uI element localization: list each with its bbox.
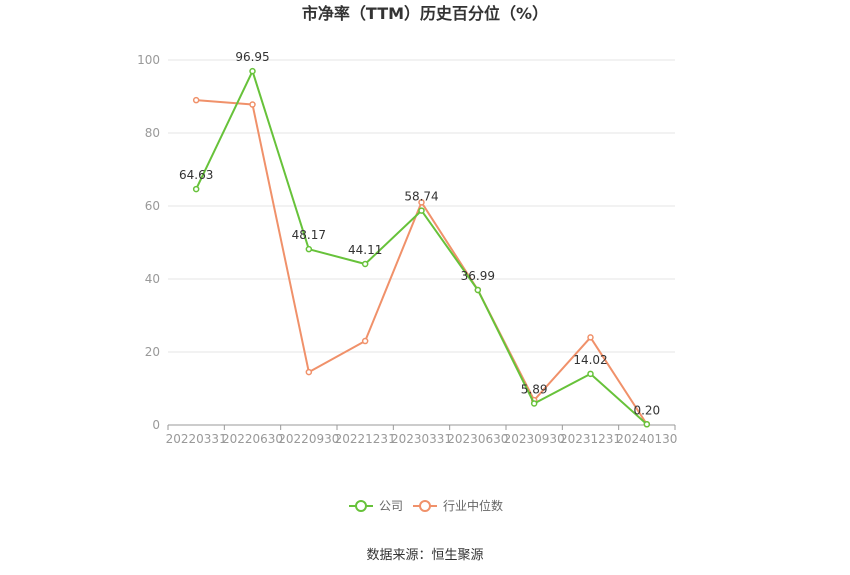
series-lines xyxy=(192,67,651,428)
x-tick-label: 20231231 xyxy=(560,432,621,446)
y-axis-ticks: 0 20 40 60 80 100 xyxy=(137,53,160,432)
x-tick-label: 20220331 xyxy=(166,432,227,446)
data-point[interactable] xyxy=(643,421,651,428)
y-tick-label: 0 xyxy=(152,418,160,432)
data-label: 5.89 xyxy=(521,383,548,397)
data-point[interactable] xyxy=(474,286,482,294)
data-label: 44.11 xyxy=(348,243,382,257)
data-point[interactable] xyxy=(418,207,425,214)
y-tick-label: 40 xyxy=(145,272,160,286)
legend-swatch-marker xyxy=(355,500,367,512)
data-point[interactable] xyxy=(249,67,256,75)
legend[interactable]: 公司 行业中位数 xyxy=(349,498,503,513)
data-point[interactable] xyxy=(305,368,313,376)
legend-swatch-marker xyxy=(419,500,431,512)
series-line-0 xyxy=(195,70,648,426)
data-point[interactable] xyxy=(361,260,369,268)
data-label: 36.99 xyxy=(461,269,495,283)
data-label: 14.02 xyxy=(573,353,607,367)
data-point[interactable] xyxy=(530,400,538,407)
source-note: 数据来源：恒生聚源 xyxy=(366,548,483,563)
x-tick-label: 20220630 xyxy=(222,432,283,446)
data-point[interactable] xyxy=(587,334,594,341)
data-label: 96.95 xyxy=(235,50,269,64)
data-label: 58.74 xyxy=(404,190,438,204)
data-point[interactable] xyxy=(192,185,200,193)
data-label: 64.63 xyxy=(179,168,213,182)
series-line-1 xyxy=(196,99,648,425)
legend-item-0[interactable]: 公司 xyxy=(349,499,403,513)
legend-label: 行业中位数 xyxy=(443,498,503,513)
chart-title: 市净率（TTM）历史百分位（%） xyxy=(302,4,548,23)
legend-label: 公司 xyxy=(379,499,403,513)
x-axis: 2022033120220630202209302022123120230331… xyxy=(166,424,677,446)
data-point[interactable] xyxy=(361,337,369,345)
data-point[interactable] xyxy=(305,245,313,253)
y-tick-label: 60 xyxy=(145,199,160,213)
data-point[interactable] xyxy=(418,199,425,206)
x-tick-label: 20230331 xyxy=(391,432,452,446)
x-tick-label: 20240130 xyxy=(616,432,677,446)
data-label: 48.17 xyxy=(292,228,326,242)
x-tick-label: 20230930 xyxy=(504,432,565,446)
x-tick-label: 20221231 xyxy=(335,432,396,446)
data-point[interactable] xyxy=(249,101,256,108)
y-tick-label: 100 xyxy=(137,53,160,67)
y-tick-label: 20 xyxy=(145,345,160,359)
x-tick-label: 20230630 xyxy=(447,432,508,446)
grid-lines xyxy=(168,59,675,353)
data-point[interactable] xyxy=(587,370,594,378)
data-labels: 64.63 96.95 48.17 44.11 58.74 36.99 5.89 14.02 0… xyxy=(179,50,660,417)
legend-item-1[interactable]: 行业中位数 xyxy=(413,498,503,513)
x-tick-label: 20220930 xyxy=(278,432,339,446)
data-point[interactable] xyxy=(192,96,200,104)
y-tick-label: 80 xyxy=(145,126,160,140)
data-label: 0.20 xyxy=(633,403,660,417)
